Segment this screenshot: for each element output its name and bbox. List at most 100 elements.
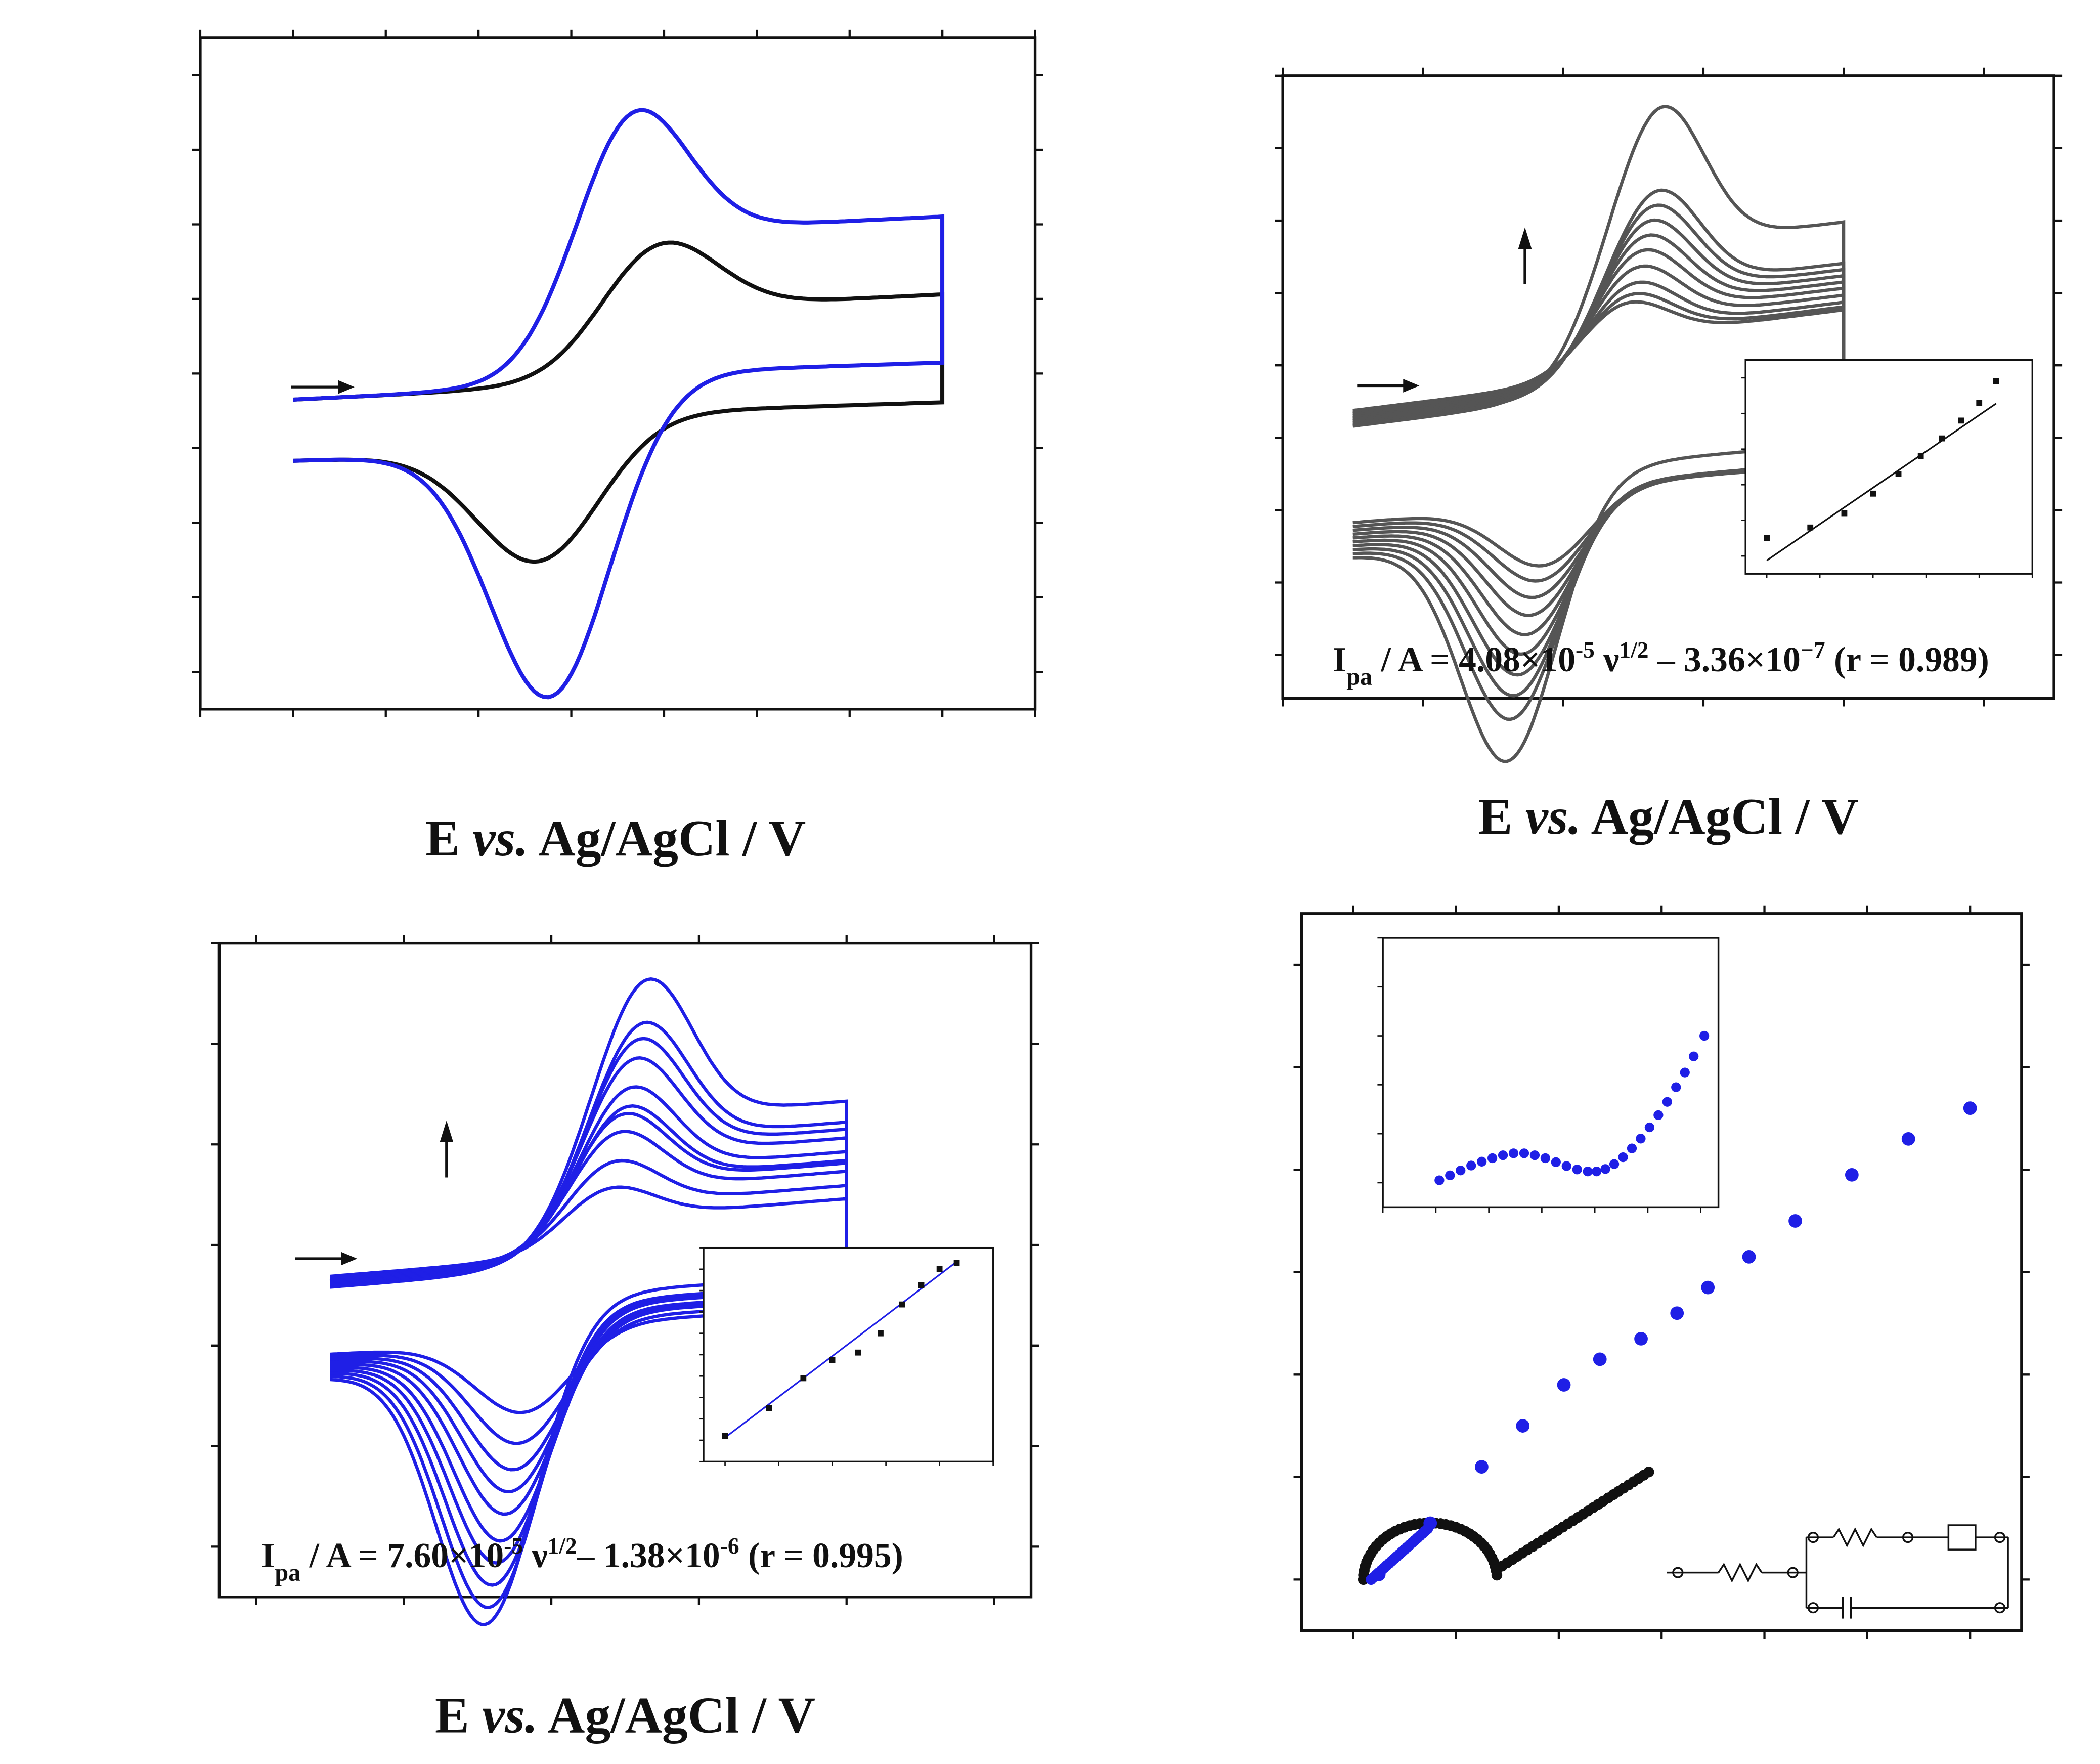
regression-equation: Ipa / A = 4.08×10-5 ν1/2 – 3.36×10−7 (r … [1333, 637, 1989, 691]
inset-point [1508, 1148, 1519, 1158]
inset-point [1699, 1030, 1710, 1041]
plot-frame [217, 941, 1033, 1599]
inset-plot [1741, 359, 2033, 578]
inset-data-point [1870, 490, 1876, 497]
regression-equation: Ipa / A = 7.60×10-5 ν1/2– 1.38×10-6 (r =… [261, 1533, 903, 1586]
inset-point [1671, 1082, 1681, 1092]
eq-part: I [1333, 640, 1346, 679]
scan-arrow-head [338, 380, 355, 394]
nyquist-point-a [1643, 1467, 1654, 1478]
eq-sup: −7 [1801, 637, 1825, 663]
eq-sub: pa [1346, 664, 1372, 691]
nyquist-point-b [1742, 1250, 1756, 1264]
inset-point [1662, 1097, 1672, 1107]
circuit-node [1807, 1531, 1819, 1543]
nyquist-point-b [1901, 1132, 1915, 1146]
inset-point [1456, 1166, 1466, 1176]
nyquist-point-b [1372, 1567, 1386, 1581]
eq-part: – 3.36×10 [1648, 640, 1800, 679]
inset-point [1627, 1143, 1637, 1153]
inset-data-point [899, 1301, 905, 1308]
xlabel-part: Ag/AgCl / V [538, 1686, 815, 1743]
inset-frame [1744, 359, 2033, 575]
inset-data-point [1939, 435, 1945, 442]
cv-curve-a [293, 240, 945, 564]
eq-sup: 1/2 [548, 1533, 577, 1559]
inset-point [1434, 1175, 1445, 1185]
circuit-node [1787, 1567, 1799, 1578]
xlabel-part-italic: vs. [472, 809, 528, 867]
inset-data-point [1993, 378, 1999, 384]
xlabel-part-italic: vs. [482, 1686, 538, 1743]
inset-point [1609, 1159, 1620, 1169]
nyquist-point-b [1634, 1332, 1648, 1346]
xlabel-part: Ag/AgCl / V [529, 809, 806, 867]
inset-point [1466, 1160, 1476, 1171]
circuit-node [1672, 1567, 1684, 1578]
plot-frame [199, 36, 1037, 711]
nyquist-point-b [1701, 1280, 1715, 1295]
inset-point [1689, 1051, 1699, 1061]
circuit-node [1902, 1531, 1914, 1543]
eq-part: ν [1595, 640, 1619, 679]
xlabel-part: E [425, 809, 472, 867]
nyquist-point-b [1670, 1306, 1684, 1320]
inset-point [1636, 1134, 1646, 1144]
inset-point [1487, 1153, 1498, 1164]
inset-data-point [722, 1433, 728, 1439]
nyquist-point-b [1423, 1516, 1437, 1530]
inset-point [1529, 1150, 1540, 1160]
inset-data-point [878, 1330, 884, 1337]
x-axis-label: E vs. Ag/AgCl / V [435, 1686, 815, 1743]
inset-data-point [829, 1357, 836, 1363]
inset-data-point [1807, 524, 1814, 531]
inset-data-point [1976, 400, 1983, 406]
inset-point [1551, 1157, 1561, 1167]
nyquist-point-b [1475, 1460, 1489, 1474]
inset-point [1540, 1153, 1551, 1164]
eq-part: / A = 4.08×10 [1372, 640, 1576, 679]
cv-curve-b [293, 108, 945, 700]
inset-data-point [1958, 417, 1964, 424]
warburg-element [1947, 1524, 1977, 1551]
inset-point [1498, 1150, 1508, 1160]
circuit-node [1994, 1531, 2006, 1543]
inset-point [1561, 1161, 1571, 1171]
inset-data-point [953, 1260, 960, 1266]
xlabel-part-italic: vs. [1525, 788, 1581, 845]
inset-data-point [1841, 510, 1848, 517]
scan-arrow-head [1403, 379, 1420, 393]
nyquist-point-b [1516, 1419, 1530, 1433]
inset-data-point [855, 1349, 861, 1356]
plot-frame [1281, 74, 2055, 700]
inset-plot [699, 1246, 994, 1466]
inset-point [1592, 1167, 1602, 1177]
cv-curve [329, 977, 848, 1626]
inset-point [1600, 1164, 1610, 1174]
panel-a: E vs. Ag/AgCl / V [192, 29, 1043, 867]
panel-d [1293, 905, 2030, 1639]
eq-sup: 1/2 [1619, 637, 1648, 663]
inset-point [1653, 1110, 1664, 1120]
inset-plot [1377, 937, 1720, 1213]
xlabel-part: Ag/AgCl / V [1581, 788, 1859, 845]
inset-point [1618, 1152, 1628, 1163]
cv-curve [1352, 105, 1846, 763]
panel-b: E vs. Ag/AgCl / V Ipa / A = 4.08×10-5 ν1/… [1275, 67, 2063, 845]
circuit-node [1807, 1602, 1819, 1614]
scan-arrow-head [341, 1252, 358, 1266]
eq-part: I [261, 1536, 275, 1575]
inset-frame [703, 1246, 994, 1462]
increase-arrow-head [440, 1121, 454, 1142]
eq-sup: -6 [720, 1533, 739, 1559]
eq-sub: pa [275, 1560, 300, 1586]
equivalent-circuit [1667, 1524, 2009, 1619]
inset-point [1572, 1165, 1582, 1175]
inset-fit-line [724, 1261, 957, 1439]
eq-part: / A = 7.60×10 [300, 1536, 504, 1575]
nyquist-point-b [1593, 1352, 1607, 1366]
nyquist-point-b [1788, 1214, 1802, 1228]
eq-part: (r = 0.989) [1825, 640, 1989, 679]
